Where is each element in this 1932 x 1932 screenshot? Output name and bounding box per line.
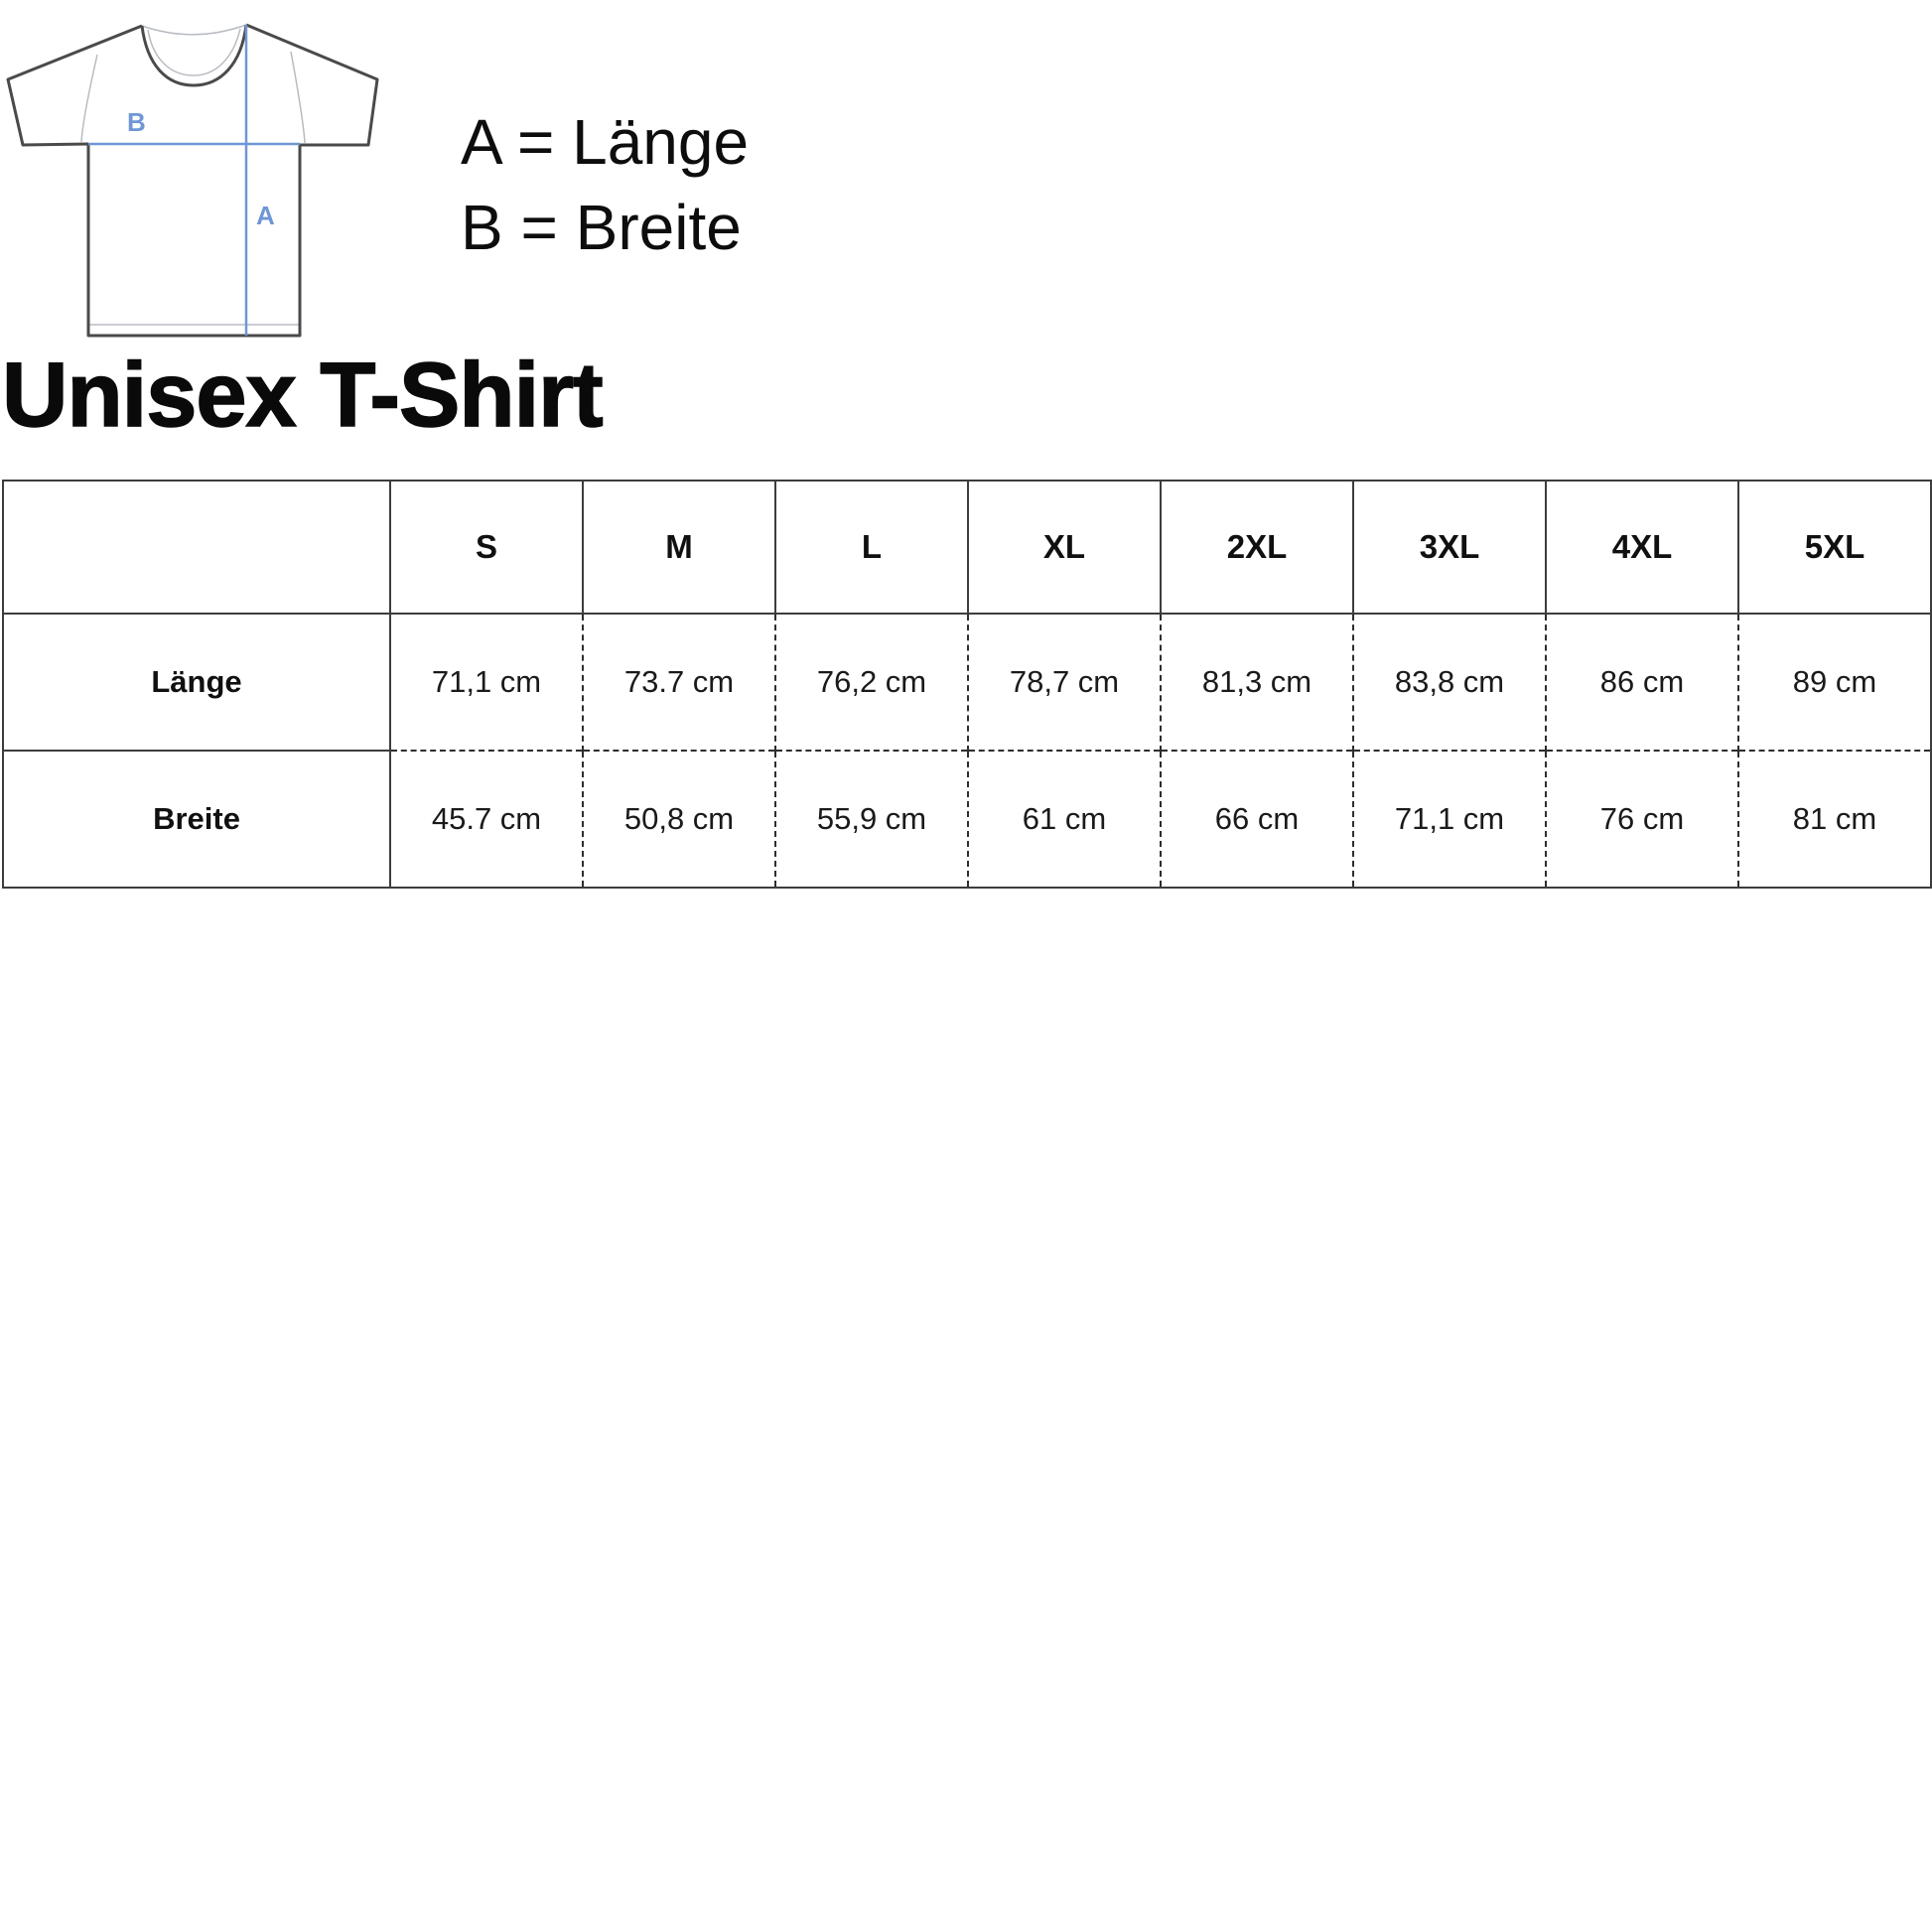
cell-laenge-m: 73.7 cm bbox=[582, 614, 775, 751]
page-title: Unisex T-Shirt bbox=[1, 345, 604, 446]
tshirt-right-sleeve-seam bbox=[290, 51, 306, 144]
cell-breite-l: 55,9 cm bbox=[774, 750, 968, 888]
cell-laenge-l: 76,2 cm bbox=[774, 614, 968, 751]
tshirt-body-fill bbox=[8, 25, 377, 336]
cell-laenge-s: 71,1 cm bbox=[389, 614, 583, 751]
tshirt-collar-back-line bbox=[141, 24, 247, 36]
tshirt-collar-inner-line bbox=[147, 28, 241, 76]
tshirt-collar-outline bbox=[140, 24, 248, 87]
size-table: S M L XL 2XL 3XL 4XL 5XL Länge 71,1 cm 7… bbox=[2, 480, 1932, 889]
tshirt-left-sleeve-seam bbox=[80, 54, 98, 143]
cell-laenge-xl: 78,7 cm bbox=[967, 614, 1161, 751]
cell-breite-s: 45.7 cm bbox=[389, 750, 583, 888]
cell-breite-xl: 61 cm bbox=[967, 750, 1161, 888]
cell-breite-5xl: 81 cm bbox=[1737, 750, 1931, 888]
cell-laenge-5xl: 89 cm bbox=[1737, 614, 1931, 751]
row-label-breite: Breite bbox=[3, 750, 391, 888]
legend-line-b: B = Breite bbox=[461, 192, 742, 263]
width-measure-label-b: B bbox=[127, 107, 146, 137]
cell-breite-2xl: 66 cm bbox=[1160, 750, 1353, 888]
cell-laenge-4xl: 86 cm bbox=[1545, 614, 1738, 751]
size-column-header-xl: XL bbox=[967, 481, 1161, 615]
tshirt-right-shoulder-sleeve-outline bbox=[245, 23, 379, 147]
cell-breite-3xl: 71,1 cm bbox=[1352, 750, 1546, 888]
size-column-header-m: M bbox=[582, 481, 775, 615]
legend-line-a: A = Länge bbox=[461, 106, 750, 178]
measure-legend: A = Länge B = Breite bbox=[461, 99, 749, 270]
tshirt-diagram: B A bbox=[6, 23, 379, 338]
cell-breite-4xl: 76 cm bbox=[1545, 750, 1738, 888]
tshirt-left-shoulder-sleeve-outline bbox=[6, 24, 143, 147]
row-label-laenge: Länge bbox=[3, 614, 391, 751]
cell-laenge-3xl: 83,8 cm bbox=[1352, 614, 1546, 751]
size-column-header-s: S bbox=[389, 481, 583, 615]
cell-breite-m: 50,8 cm bbox=[582, 750, 775, 888]
size-column-header-4xl: 4XL bbox=[1545, 481, 1738, 615]
corner-cell bbox=[3, 481, 390, 615]
tshirt-torso-outline bbox=[86, 144, 302, 338]
size-column-header-2xl: 2XL bbox=[1160, 481, 1353, 615]
cell-laenge-2xl: 81,3 cm bbox=[1160, 614, 1353, 751]
table-row-laenge: Länge 71,1 cm 73.7 cm 76,2 cm 78,7 cm 81… bbox=[3, 614, 1931, 751]
length-measure-label-a: A bbox=[256, 201, 275, 230]
size-column-header-3xl: 3XL bbox=[1352, 481, 1546, 615]
size-column-header-l: L bbox=[774, 481, 968, 615]
table-header-row: S M L XL 2XL 3XL 4XL 5XL bbox=[3, 481, 1931, 615]
size-column-header-5xl: 5XL bbox=[1737, 481, 1931, 615]
table-row-breite: Breite 45.7 cm 50,8 cm 55,9 cm 61 cm 66 … bbox=[3, 750, 1931, 888]
